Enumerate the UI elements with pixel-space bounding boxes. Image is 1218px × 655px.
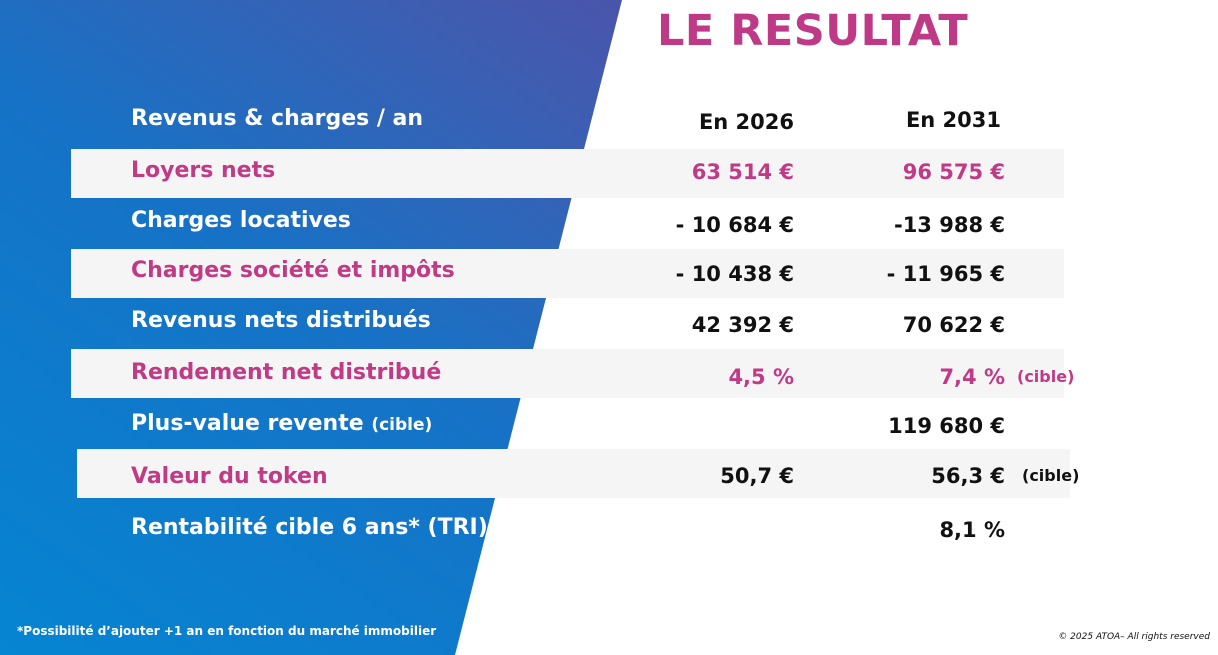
- table-header-label: Revenus & charges / an: [131, 106, 424, 131]
- note-token-cible: (cible): [1022, 466, 1080, 485]
- row-label-revenus-nets: Revenus nets distribués: [131, 308, 431, 333]
- value-tri-2031: 8,1 %: [939, 518, 1005, 542]
- copyright-notice: © 2025 ATOA– All rights reserved: [1058, 632, 1210, 642]
- value-rendement-2031: 7,4 %: [939, 365, 1005, 389]
- row-label-rendement: Rendement net distribué: [131, 360, 442, 385]
- row-label-plus-value-suffix: (cible): [371, 415, 433, 435]
- column-header-2026: En 2026: [698, 110, 794, 134]
- column-header-2031: En 2031: [905, 108, 1001, 132]
- footnote: *Possibilité d’ajouter +1 an en fonction…: [17, 624, 437, 638]
- value-charges-societe-2026: - 10 438 €: [675, 262, 794, 286]
- page-title: LE RESULTAT: [657, 6, 969, 56]
- value-loyers-2031: 96 575 €: [902, 160, 1005, 184]
- row-label-charges-locatives: Charges locatives: [131, 208, 351, 233]
- value-loyers-2026: 63 514 €: [691, 160, 794, 184]
- value-revenus-nets-2031: 70 622 €: [902, 313, 1005, 337]
- row-band-token: [77, 449, 1070, 498]
- row-label-loyers-nets: Loyers nets: [131, 158, 276, 183]
- value-charges-locatives-2031: -13 988 €: [893, 213, 1005, 237]
- value-charges-societe-2031: - 11 965 €: [886, 262, 1005, 286]
- row-label-rentabilite-tri: Rentabilité cible 6 ans* (TRI): [131, 515, 488, 540]
- value-token-2031: 56,3 €: [931, 464, 1005, 488]
- note-rendement-cible: (cible): [1017, 367, 1075, 386]
- value-plus-value-2031: 119 680 €: [888, 414, 1005, 438]
- row-label-valeur-token: Valeur du token: [131, 464, 328, 489]
- row-band-rendement: [71, 349, 1064, 398]
- row-label-plus-value: Plus-value revente (cible): [131, 411, 432, 436]
- value-revenus-nets-2026: 42 392 €: [691, 313, 794, 337]
- row-label-charges-societe: Charges société et impôts: [131, 258, 455, 283]
- value-rendement-2026: 4,5 %: [728, 365, 794, 389]
- value-token-2026: 50,7 €: [720, 464, 794, 488]
- row-band-loyers: [71, 149, 1064, 198]
- value-charges-locatives-2026: - 10 684 €: [675, 213, 794, 237]
- row-band-charges-societe: [71, 249, 1064, 298]
- row-label-plus-value-text: Plus-value revente: [131, 411, 364, 436]
